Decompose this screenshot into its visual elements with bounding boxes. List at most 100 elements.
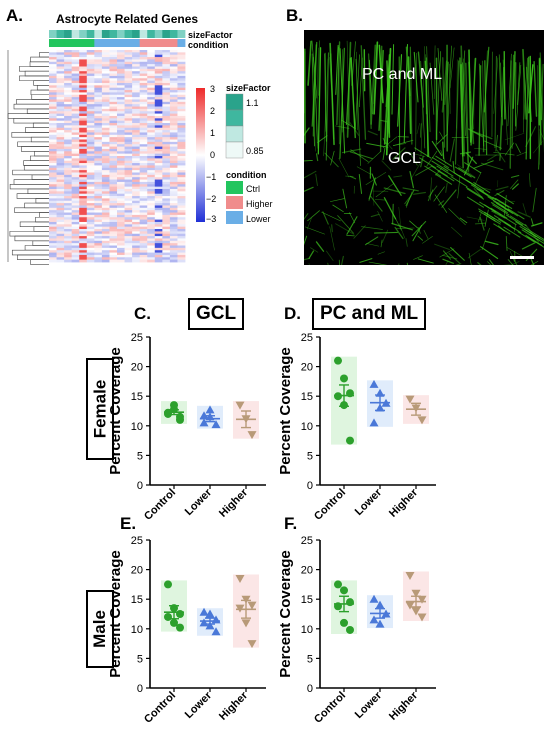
data-point-control	[346, 436, 354, 445]
y-tick-label: 25	[131, 535, 143, 547]
heatmap-cells	[49, 50, 186, 263]
legend-condition-swatch	[226, 181, 243, 194]
annotation-condition-cell	[94, 39, 103, 47]
panel-label-f: F.	[284, 514, 298, 533]
data-point-lower	[375, 619, 385, 628]
data-point-lower	[199, 607, 209, 616]
chart-panel-f: 0 5 10 15 20 25 Percent Coverage Control Lower Hi…	[277, 535, 436, 726]
x-tick-label-lower: Lower	[183, 486, 215, 518]
y-tick-label: 15	[131, 594, 143, 606]
row-title-female: Female	[86, 358, 114, 460]
y-tick-label: 0	[137, 683, 143, 695]
colorbar-tick-neg1: −1	[206, 172, 217, 182]
micrograph-fibers	[304, 40, 544, 265]
x-tick-label-control: Control	[142, 690, 178, 726]
annotation-condition-cell	[117, 39, 125, 47]
data-point-control	[164, 580, 172, 589]
y-tick-label: 0	[137, 480, 143, 492]
y-tick-label: 20	[301, 565, 313, 577]
annotation-sizefactor-cell	[79, 30, 88, 38]
y-axis-label: Percent Coverage	[107, 550, 124, 678]
y-tick-label: 5	[307, 450, 313, 462]
data-point-lower	[199, 418, 209, 427]
data-point-lower	[205, 609, 215, 618]
y-tick-label: 5	[137, 450, 143, 462]
micrograph-label-gcl: GCL	[388, 150, 421, 167]
annotation-condition-cell	[71, 39, 80, 47]
colorbar-tick-2: 2	[210, 106, 216, 116]
y-tick-label: 10	[301, 421, 313, 433]
annotation-condition-cell	[139, 39, 148, 47]
annotation-sizefactor-cell	[49, 30, 57, 38]
panel-label-a: A.	[6, 6, 23, 25]
data-point-lower	[211, 420, 221, 429]
annotation-sizefactor-cell	[117, 30, 125, 38]
chart-panel-c: 0 5 10 15 20 25 Percent Coverage Control Lower Hi…	[107, 332, 266, 523]
annotation-condition-cell	[124, 39, 133, 47]
annotation-condition-cell	[132, 39, 141, 47]
x-tick-label-higher: Higher	[217, 486, 251, 520]
data-point-control	[340, 374, 348, 383]
data-point-higher	[241, 619, 251, 628]
dendrogram	[7, 50, 49, 265]
x-tick-label-higher: Higher	[387, 689, 421, 723]
y-tick-label: 20	[131, 362, 143, 374]
legend-condition-swatch	[226, 211, 243, 224]
data-point-lower	[199, 411, 209, 420]
micrograph-label-pc-ml: PC and ML	[362, 66, 443, 83]
panel-label-e: E.	[120, 514, 137, 533]
annotation-condition-cell	[177, 39, 186, 47]
data-point-higher	[247, 640, 257, 649]
annotation-sizefactor-cell	[177, 30, 186, 38]
y-tick-label: 15	[301, 391, 313, 403]
heatmap	[7, 30, 244, 265]
annotation-sizefactor-cell	[124, 30, 133, 38]
y-tick-label: 0	[307, 683, 313, 695]
data-point-control	[176, 623, 184, 632]
x-tick-label-lower: Lower	[183, 689, 215, 721]
y-tick-label: 20	[301, 362, 313, 374]
data-point-control	[346, 625, 354, 634]
annotation-label-condition: condition	[188, 40, 229, 50]
annotation-label-sizefactor: sizeFactor	[188, 30, 233, 40]
legend-condition-higher: Higher	[246, 199, 273, 209]
data-point-control	[334, 580, 342, 589]
legend-sizefactor-swatch	[225, 141, 244, 159]
data-point-lower	[205, 405, 215, 414]
data-point-higher	[411, 607, 421, 616]
column-title-gcl: GCL	[188, 298, 245, 330]
annotation-condition-cell	[101, 39, 110, 47]
colorbar-tick-1: 1	[210, 128, 216, 138]
legend-condition-ctrl: Ctrl	[246, 184, 260, 194]
data-point-higher	[411, 589, 421, 598]
annotation-condition-cell	[64, 39, 73, 47]
x-tick-label-lower: Lower	[353, 486, 385, 518]
annotation-condition-cell	[86, 39, 95, 47]
annotation-sizefactor-cell	[86, 30, 95, 38]
legend-condition-title: condition	[226, 170, 267, 180]
annotation-sizefactor-cell	[154, 30, 163, 38]
annotation-sizefactor-cell	[139, 30, 148, 38]
y-axis-label: Percent Coverage	[277, 550, 294, 678]
data-point-higher	[417, 416, 427, 425]
annotation-sizefactor-cell	[169, 30, 178, 38]
data-point-lower	[205, 621, 215, 630]
colorbar-tick-neg2: −2	[206, 194, 217, 204]
scale-bar	[510, 256, 534, 259]
data-point-lower	[369, 615, 379, 624]
colorbar-tick-3: 3	[210, 84, 216, 94]
y-tick-label: 25	[131, 332, 143, 344]
data-point-control	[164, 612, 172, 621]
panel-label-b: B.	[286, 6, 303, 25]
data-point-higher	[247, 601, 257, 610]
annotation-sizefactor-cell	[132, 30, 141, 38]
y-tick-label: 10	[131, 421, 143, 433]
y-tick-label: 5	[137, 653, 143, 665]
data-point-higher	[247, 431, 257, 440]
chart-panel-e: 0 5 10 15 20 25 Percent Coverage Control Lower Hi…	[107, 535, 266, 726]
annotation-sizefactor-cell	[147, 30, 156, 38]
annotation-condition-cell	[162, 39, 171, 47]
data-point-higher	[417, 595, 427, 604]
annotation-sizefactor-cell	[162, 30, 171, 38]
